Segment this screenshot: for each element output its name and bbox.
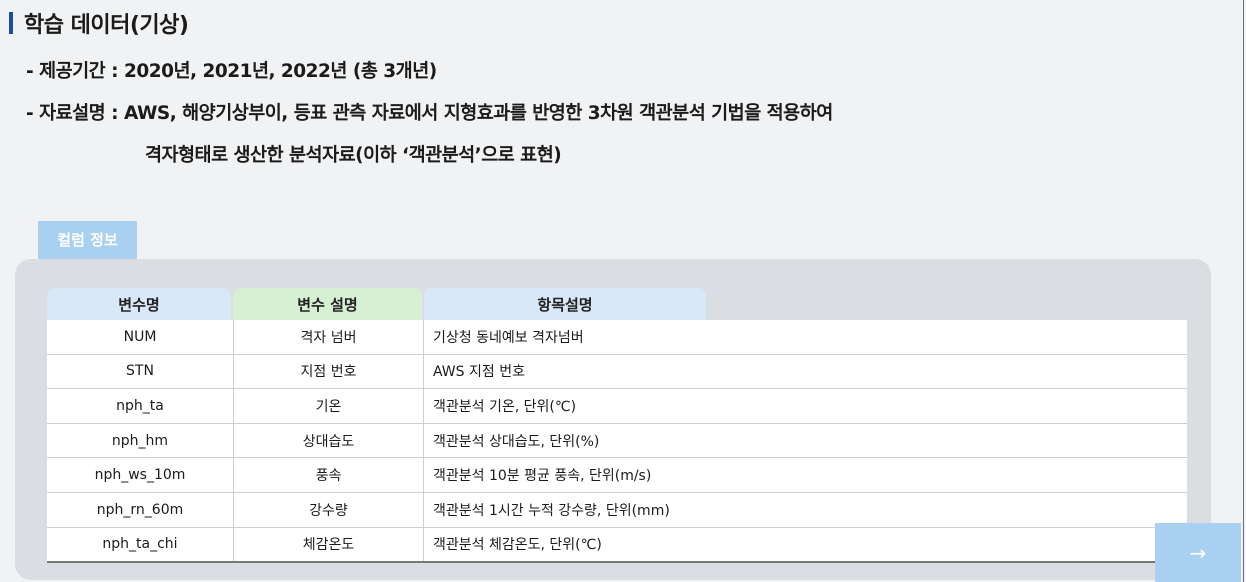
arrow-right-icon: → (1189, 540, 1207, 565)
cell-variable: nph_hm (47, 423, 234, 458)
header-variable-description: 변수 설명 (233, 288, 422, 320)
cell-description: 풍속 (234, 458, 424, 492)
description-line-2: 격자형태로 생산한 분석자료(이하 ‘객관분석’으로 표현) (145, 145, 562, 166)
header-variable-name: 변수명 (47, 288, 231, 320)
table-row: NUM 격자 넘버 기상청 동네예보 격자넘버 (47, 320, 1187, 354)
table-row: nph_ws_10m 풍속 객관분석 10분 평균 풍속, 단위(m/s) (47, 457, 1187, 492)
cell-variable: STN (47, 354, 234, 389)
table-row: nph_hm 상대습도 객관분석 상대습도, 단위(%) (47, 422, 1187, 458)
cell-description: 격자 넘버 (234, 320, 424, 354)
cell-variable: nph_ws_10m (47, 458, 234, 492)
header-item-description: 항목설명 (424, 288, 706, 320)
next-arrow-button[interactable]: → (1155, 523, 1241, 582)
cell-variable: nph_rn_60m (47, 492, 234, 527)
cell-description: 기온 (234, 389, 424, 423)
right-border-line (1243, 0, 1244, 582)
table-row: nph_ta_chi 체감온도 객관분석 체감온도, 단위(℃) (47, 526, 1187, 562)
cell-item: 객관분석 체감온도, 단위(℃) (433, 537, 602, 554)
table-row: nph_ta 기온 객관분석 기온, 단위(℃) (47, 388, 1187, 423)
table-body: NUM 격자 넘버 기상청 동네예보 격자넘버 STN 지점 번호 AWS 지점… (47, 320, 1187, 564)
cell-variable: nph_ta_chi (47, 527, 234, 562)
cell-description: 체감온도 (234, 527, 424, 562)
title-accent-bar (9, 12, 13, 34)
cell-variable: NUM (47, 320, 234, 354)
cell-item: 객관분석 기온, 단위(℃) (433, 398, 577, 415)
description-line-1: - 자료설명 : AWS, 해양기상부이, 등표 관측 자료에서 지형효과를 반… (26, 103, 833, 124)
cell-description: 지점 번호 (234, 354, 424, 389)
table-row: nph_rn_60m 강수량 객관분석 1시간 누적 강수량, 단위(mm) (47, 491, 1187, 527)
cell-item: 객관분석 상대습도, 단위(%) (433, 433, 600, 450)
period-line: - 제공기간 : 2020년, 2021년, 2022년 (총 3개년) (26, 61, 437, 82)
cell-description: 강수량 (234, 492, 424, 527)
cell-item: 객관분석 10분 평균 풍속, 단위(m/s) (433, 468, 652, 485)
cell-description: 상대습도 (234, 423, 424, 458)
cell-item: 객관분석 1시간 누적 강수량, 단위(mm) (433, 502, 670, 519)
cell-variable: nph_ta (47, 389, 234, 423)
table-row: STN 지점 번호 AWS 지점 번호 (47, 353, 1187, 389)
page-title: 학습 데이터(기상) (24, 13, 189, 38)
table-header-row: 변수명 변수 설명 항목설명 (47, 288, 1187, 320)
column-info-tag: 컬럼 정보 (38, 221, 137, 259)
cell-item: AWS 지점 번호 (433, 364, 525, 381)
cell-item: 기상청 동네예보 격자넘버 (433, 329, 584, 346)
column-table: 변수명 변수 설명 항목설명 NUM 격자 넘버 기상청 동네예보 격자넘버 S… (47, 288, 1187, 564)
